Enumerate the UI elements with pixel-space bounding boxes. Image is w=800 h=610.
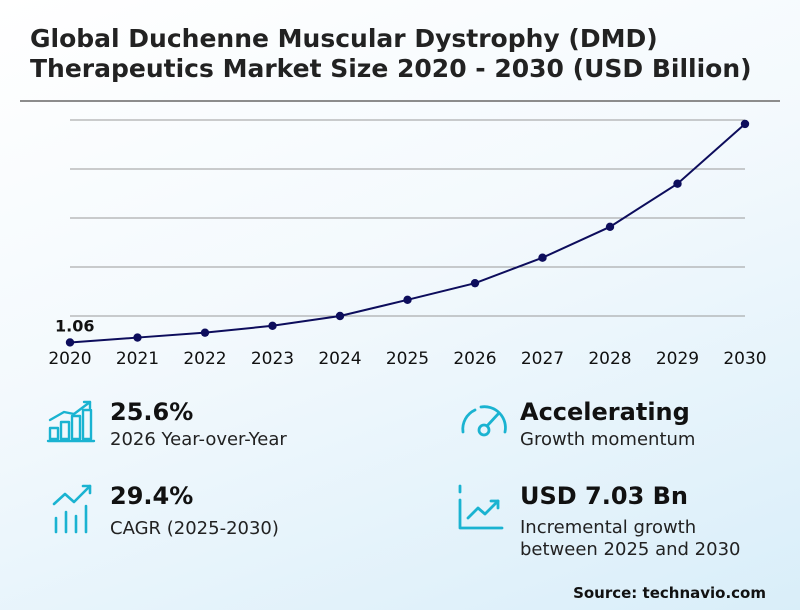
data-point-2029 [673,179,682,188]
trend-chart-icon [458,484,504,530]
stat-yoy-label: 2026 Year-over-Year [110,429,287,450]
stat-incremental-label-line1: Incremental growth [520,517,697,538]
source-credit: Source: technavio.com [573,584,766,602]
data-point-2021 [133,333,142,342]
bar-growth-icon [46,400,96,443]
x-tick-label-2029: 2029 [656,349,699,369]
data-point-2026 [470,278,480,288]
stat-cagr-value: 29.4% [110,482,194,510]
data-point-2025 [403,295,412,305]
x-tick-label-2027: 2027 [521,349,564,369]
x-tick-label-2021: 2021 [116,349,159,369]
stat-incremental-label-line2: between 2025 and 2030 [520,539,741,560]
x-tick-label-2026: 2026 [453,349,496,369]
title-divider [20,100,780,102]
stat-incremental-value: USD 7.03 Bn [520,482,688,510]
x-tick-label-2030: 2030 [723,349,766,369]
stat-cagr-label: CAGR (2025-2030) [110,518,279,539]
line-chart: 2020 2021 2022 2023 2024 2025 2026 2027 2028 2029… [48,119,767,369]
trend-bars-icon [52,484,92,534]
stat-momentum: Accelerating Growth momentum [458,398,778,458]
data-point-2022 [200,328,210,337]
data-point-2023 [268,321,277,330]
data-point-2020 [65,338,75,347]
stat-momentum-value: Accelerating [520,398,690,426]
series-line [69,123,746,344]
data-point-2030 [740,119,750,129]
x-tick-label-2020: 2020 [48,349,91,369]
x-tick-label-2022: 2022 [183,349,226,369]
x-tick-label-2024: 2024 [318,349,361,369]
x-tick-label-2025: 2025 [386,349,429,369]
speedometer-icon [461,405,507,437]
stat-incremental: USD 7.03 Bn Incremental growth between 2… [456,482,786,566]
stat-yoy: 25.6% 2026 Year-over-Year [46,398,366,458]
data-label-first: 1.06 [55,316,94,335]
stat-momentum-label: Growth momentum [520,429,696,450]
data-point-2024 [335,311,345,321]
x-tick-label-2023: 2023 [251,349,294,369]
x-tick-label-2028: 2028 [588,349,631,369]
data-point-2027 [538,253,547,262]
stat-yoy-value: 25.6% [110,398,194,426]
stat-cagr: 29.4% CAGR (2025-2030) [52,482,372,546]
data-point-2028 [605,222,615,232]
chart-title: Global Duchenne Muscular Dystrophy (DMD)… [30,24,752,83]
